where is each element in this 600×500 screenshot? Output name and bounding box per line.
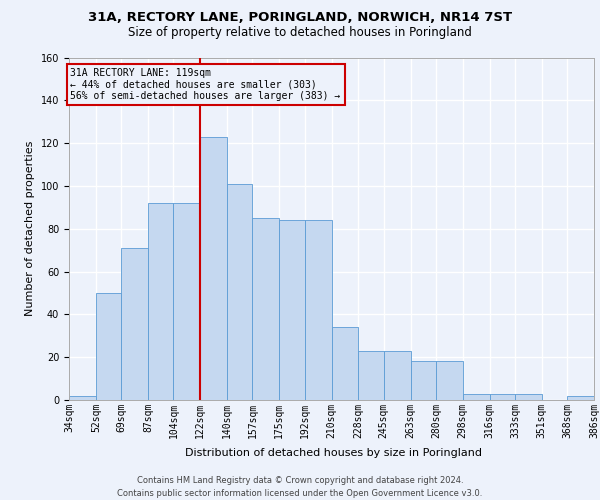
Bar [436, 362, 463, 400]
Bar [463, 394, 490, 400]
Bar [515, 394, 542, 400]
Bar [173, 203, 200, 400]
Bar [305, 220, 332, 400]
Bar [227, 184, 253, 400]
Bar [384, 351, 410, 400]
Bar [253, 218, 279, 400]
Y-axis label: Number of detached properties: Number of detached properties [25, 141, 35, 316]
Bar [567, 396, 594, 400]
Bar [69, 396, 96, 400]
Text: 31A RECTORY LANE: 119sqm
← 44% of detached houses are smaller (303)
56% of semi-: 31A RECTORY LANE: 119sqm ← 44% of detach… [70, 68, 341, 102]
Text: Distribution of detached houses by size in Poringland: Distribution of detached houses by size … [185, 448, 482, 458]
Text: Contains HM Land Registry data © Crown copyright and database right 2024.
Contai: Contains HM Land Registry data © Crown c… [118, 476, 482, 498]
Bar [279, 220, 305, 400]
Bar [148, 203, 173, 400]
Bar [410, 362, 436, 400]
Text: 31A, RECTORY LANE, PORINGLAND, NORWICH, NR14 7ST: 31A, RECTORY LANE, PORINGLAND, NORWICH, … [88, 11, 512, 24]
Bar [358, 351, 384, 400]
Bar [331, 327, 358, 400]
Bar [96, 293, 121, 400]
Bar [490, 394, 515, 400]
Bar [200, 136, 227, 400]
Bar [121, 248, 148, 400]
Text: Size of property relative to detached houses in Poringland: Size of property relative to detached ho… [128, 26, 472, 39]
